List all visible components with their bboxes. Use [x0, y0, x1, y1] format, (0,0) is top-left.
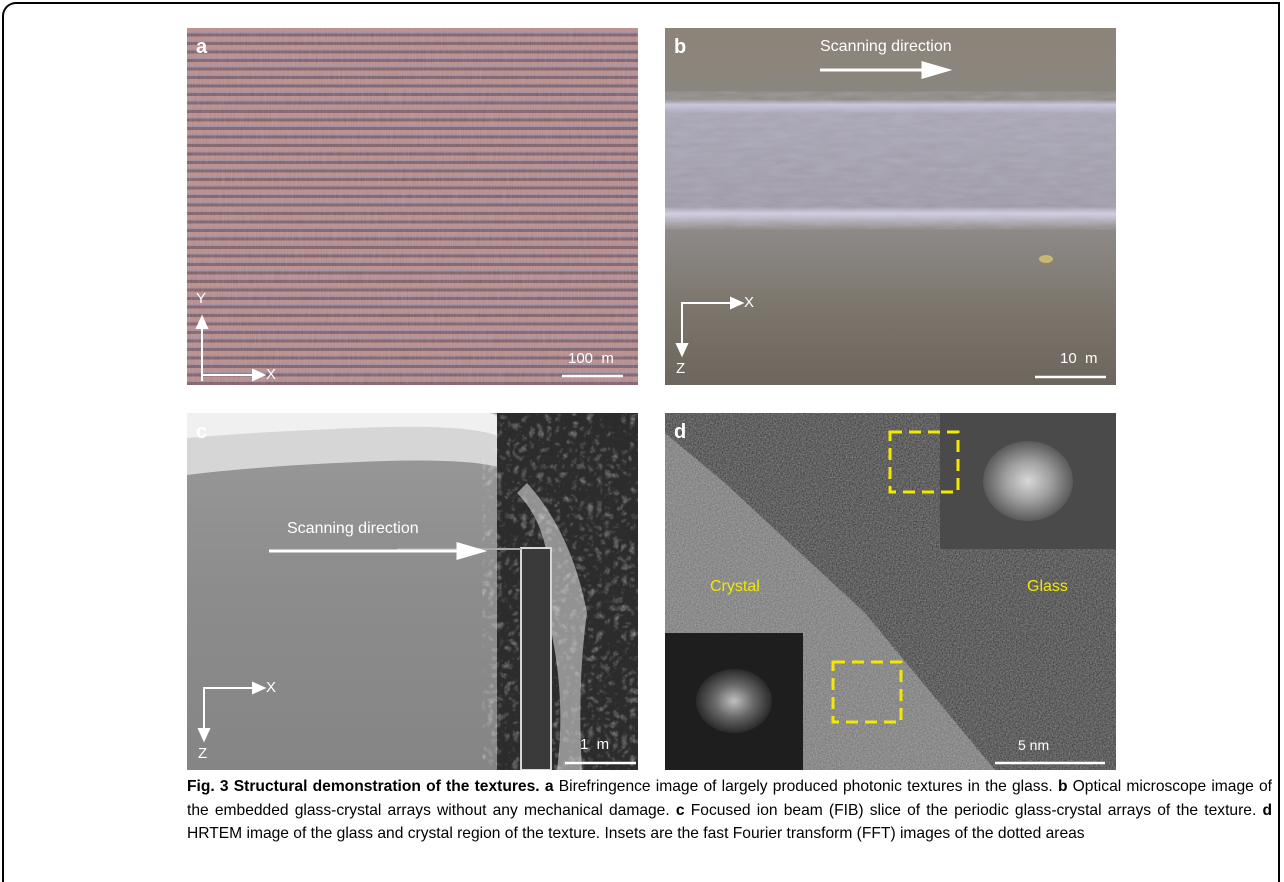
panel-b: b Scanning direction X Z 10 m	[665, 28, 1116, 385]
caption-item-label: d	[1262, 802, 1272, 819]
axis-label: X	[266, 679, 276, 696]
panel-label: a	[196, 36, 207, 59]
arrow-label: Scanning direction	[287, 520, 419, 538]
caption-item-label: c	[676, 802, 685, 819]
panel-d: d Crystal Glass 5 nm	[665, 413, 1116, 770]
axis-label: Z	[198, 745, 207, 762]
caption-title: Fig. 3 Structural demonstration of the t…	[187, 778, 540, 795]
scale-bar-label: 1 m	[580, 736, 609, 753]
panel-label: d	[674, 421, 686, 444]
panel-label: c	[196, 421, 207, 444]
arrow-label: Scanning direction	[820, 38, 952, 56]
caption-item-text: Birefringence image of largely produced …	[559, 778, 1053, 795]
region-label: Glass	[1027, 578, 1068, 596]
panel-c: c Scanning direction X Z 1 m	[187, 413, 638, 770]
scale-bar-label: 100 m	[568, 350, 614, 367]
caption-item-label: b	[1058, 778, 1068, 795]
scale-bar-label: 5 nm	[1018, 737, 1049, 753]
panel-label: b	[674, 36, 686, 59]
caption-item-label: a	[545, 778, 554, 795]
caption-item-text: HRTEM image of the glass and crystal reg…	[187, 825, 1085, 842]
caption-item-text: Focused ion beam (FIB) slice of the peri…	[691, 802, 1257, 819]
region-label: Crystal	[710, 578, 760, 596]
axis-label: X	[744, 294, 754, 311]
image-optical	[665, 28, 1116, 385]
image-fib	[187, 413, 638, 770]
image-birefringence	[187, 28, 638, 385]
axis-label: Z	[676, 360, 685, 377]
figure-caption: Fig. 3 Structural demonstration of the t…	[187, 775, 1272, 846]
page: a Y X 100 m	[0, 0, 1284, 873]
scale-bar-label: 10 m	[1060, 350, 1098, 367]
panel-a: a Y X 100 m	[187, 28, 638, 385]
axis-label: X	[266, 366, 276, 383]
axis-label: Y	[196, 290, 206, 307]
